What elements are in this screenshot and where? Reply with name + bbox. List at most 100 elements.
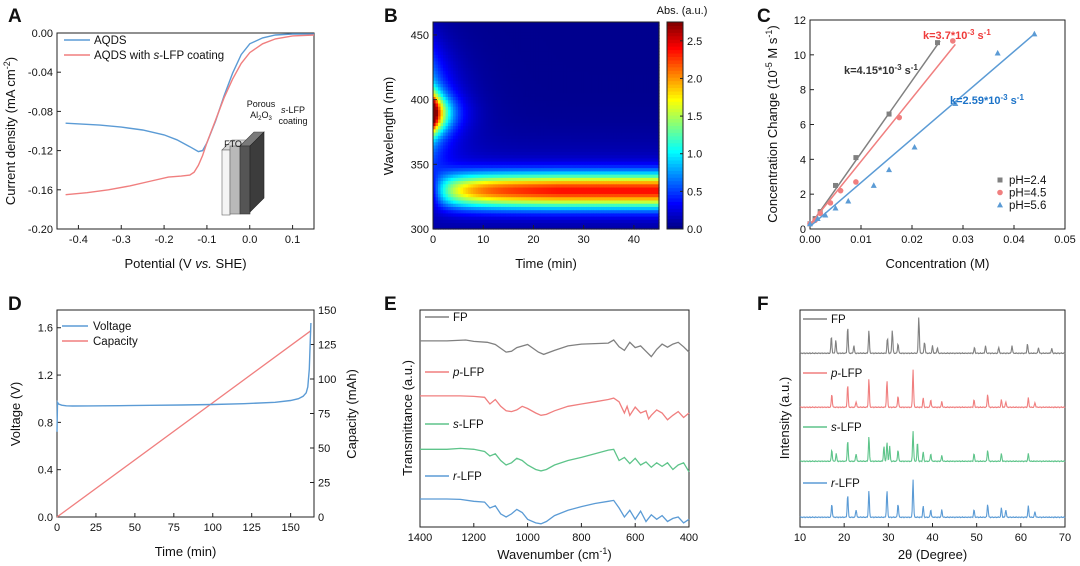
heatmap-cell xyxy=(530,28,535,33)
heatmap-cell xyxy=(445,144,449,149)
heatmap-cell xyxy=(530,222,535,227)
heatmap-cell xyxy=(440,41,444,46)
heatmap-cell xyxy=(463,44,467,49)
heatmap-cell xyxy=(490,76,494,81)
heatmap-cell xyxy=(490,106,494,110)
heatmap-cell xyxy=(510,54,514,59)
heatmap-cell xyxy=(458,193,462,198)
heatmap-cell xyxy=(435,190,439,195)
heatmap-cell xyxy=(510,138,514,143)
heatmap-cell xyxy=(601,170,605,175)
heatmap-cell xyxy=(551,89,555,94)
heatmap-cell xyxy=(460,106,464,110)
heatmap-cell xyxy=(523,67,527,72)
heatmap-cell xyxy=(505,216,509,220)
heatmap-cell xyxy=(523,112,527,117)
heatmap-cell xyxy=(490,196,494,201)
heatmap-cell xyxy=(601,67,605,72)
heatmap-cell xyxy=(548,225,552,230)
heatmap-cell xyxy=(566,60,570,65)
heatmap-cell xyxy=(598,99,602,104)
heatmap-cell xyxy=(500,174,504,178)
heatmap-cell xyxy=(601,154,605,159)
heatmap-cell xyxy=(473,157,477,162)
heatmap-cell xyxy=(573,170,577,175)
heatmap-cell xyxy=(598,196,602,201)
heatmap-cell xyxy=(493,199,497,204)
heatmap-cell xyxy=(488,99,492,104)
heatmap-cell xyxy=(470,41,474,46)
heatmap-cell xyxy=(588,177,592,182)
heatmap-cell xyxy=(498,216,502,220)
heatmap-cell xyxy=(513,119,517,123)
heatmap-cell xyxy=(513,109,517,114)
heatmap-cell xyxy=(498,157,502,162)
heatmap-cell xyxy=(495,44,499,49)
heatmap-cell xyxy=(458,89,462,94)
heatmap-cell xyxy=(490,122,494,127)
heatmap-cell xyxy=(538,96,542,101)
heatmap-cell xyxy=(465,47,469,52)
heatmap-cell xyxy=(558,164,562,169)
heatmap-cell xyxy=(515,161,519,165)
heatmap-cell xyxy=(483,122,487,127)
heatmap-cell xyxy=(460,167,464,172)
heatmap-cell xyxy=(616,80,620,85)
heatmap-cell xyxy=(468,47,472,52)
heatmap-cell xyxy=(558,138,562,143)
heatmap-cell xyxy=(578,196,582,201)
heatmap-cell xyxy=(586,44,590,49)
heatmap-cell xyxy=(581,161,585,165)
heatmap-cell xyxy=(596,60,600,65)
heatmap-cell xyxy=(581,135,585,140)
heatmap-cell xyxy=(475,161,479,165)
heatmap-cell xyxy=(525,115,530,120)
heatmap-cell xyxy=(518,219,522,224)
heatmap-cell xyxy=(568,44,572,49)
heatmap-cell xyxy=(498,209,502,214)
heatmap-cell xyxy=(586,57,590,62)
heatmap-cell xyxy=(470,212,474,217)
heatmap-cell xyxy=(571,219,575,224)
heatmap-cell xyxy=(586,64,590,68)
heatmap-cell xyxy=(538,209,542,214)
heatmap-cell xyxy=(548,141,552,146)
heatmap-cell xyxy=(508,22,512,26)
heatmap-cell xyxy=(558,186,562,191)
heatmap-cell xyxy=(576,122,580,127)
heatmap-cell xyxy=(523,219,527,224)
heatmap-cell xyxy=(505,199,509,204)
heatmap-cell xyxy=(556,54,560,59)
heatmap-cell xyxy=(606,222,610,227)
heatmap-cell xyxy=(453,119,457,123)
heatmap-cell xyxy=(478,115,482,120)
heatmap-cell xyxy=(433,89,437,94)
heatmap-cell xyxy=(623,174,627,178)
heatmap-cell xyxy=(591,70,595,75)
heatmap-cell xyxy=(578,203,582,207)
heatmap-cell xyxy=(596,44,600,49)
heatmap-cell xyxy=(573,25,577,30)
heatmap-cell xyxy=(596,76,600,81)
heatmap-cell xyxy=(433,119,437,123)
heatmap-cell xyxy=(435,180,439,185)
heatmap-cell xyxy=(498,93,502,97)
heatmap-cell xyxy=(586,34,590,39)
heatmap-cell xyxy=(503,93,507,97)
heatmap-cell xyxy=(578,167,582,172)
heatmap-cell xyxy=(493,102,497,107)
heatmap-cell xyxy=(485,76,489,81)
heatmap-cell xyxy=(588,86,592,91)
heatmap-cell xyxy=(520,80,524,85)
heatmap-cell xyxy=(483,89,487,94)
heatmap-cell xyxy=(561,164,565,169)
heatmap-cell xyxy=(558,47,562,52)
heatmap-cell xyxy=(561,219,565,224)
heatmap-cell xyxy=(480,89,484,94)
heatmap-cell xyxy=(608,112,612,117)
heatmap-cell xyxy=(478,122,482,127)
heatmap-cell xyxy=(563,96,567,101)
heatmap-cell xyxy=(493,212,497,217)
heatmap-cell xyxy=(440,177,444,182)
heatmap-cell xyxy=(525,122,530,127)
